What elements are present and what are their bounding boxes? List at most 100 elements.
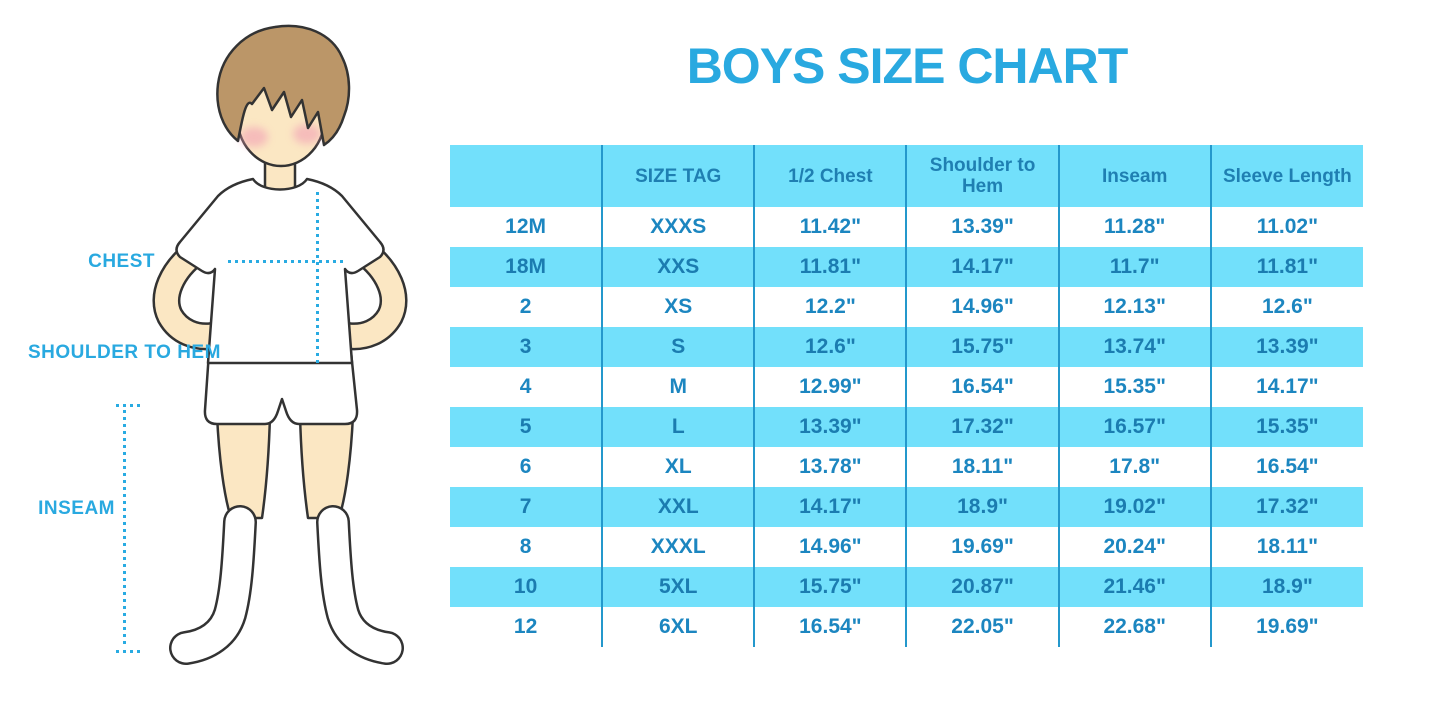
table-cell: 21.46" [1057,567,1211,607]
table-cell: 20.24" [1057,527,1211,567]
boy-figure-illustration [152,24,408,665]
table-cell: 12 [450,607,603,647]
t-shirt [175,177,385,365]
table-cell: 15.35" [1209,407,1363,447]
table-row: 8 XXXL 14.96" 19.69" 20.24" 18.11" [450,527,1363,567]
table-cell: 6 [450,447,603,487]
shorts [203,350,359,426]
table-cell: 13.39" [753,407,907,447]
left-thigh [215,413,272,520]
table-cell: 16.54" [753,607,907,647]
table-row: 2 XS 12.2" 14.96" 12.13" 12.6" [450,287,1363,327]
column-header-size [450,145,603,207]
table-cell: XXXS [601,207,755,247]
size-table-container: SIZE TAG 1/2 Chest Shoulder to Hem Insea… [450,145,1363,647]
table-cell: 12.2" [753,287,907,327]
table-cell: 19.69" [905,527,1059,567]
table-cell: 16.57" [1057,407,1211,447]
table-cell: XXXL [601,527,755,567]
table-cell: 6XL [601,607,755,647]
table-cell: 17.32" [905,407,1059,447]
table-cell: 16.54" [905,367,1059,407]
table-cell: 13.39" [905,207,1059,247]
table-row: 18M XXS 11.81" 14.17" 11.7" 11.81" [450,247,1363,287]
table-cell: 4 [450,367,603,407]
table-cell: 12M [450,207,603,247]
table-cell: XXS [601,247,755,287]
socks [169,505,404,665]
table-cell: 11.28" [1057,207,1211,247]
header-row: SIZE TAG 1/2 Chest Shoulder to Hem Insea… [450,145,1363,207]
column-header-half-chest: 1/2 Chest [753,145,907,207]
table-cell: 11.81" [1209,247,1363,287]
table-cell: 14.17" [905,247,1059,287]
table-cell: 22.68" [1057,607,1211,647]
page-title: BOYS SIZE CHART [686,38,1129,94]
column-header-size-tag: SIZE TAG [601,145,755,207]
table-row: 7 XXL 14.17" 18.9" 19.02" 17.32" [450,487,1363,527]
table-row: 6 XL 13.78" 18.11" 17.8" 16.54" [450,447,1363,487]
table-cell: M [601,367,755,407]
table-cell: 11.81" [753,247,907,287]
table-cell: 7 [450,487,603,527]
hair [216,24,351,147]
table-cell: 11.02" [1209,207,1363,247]
table-cell: 18.9" [905,487,1059,527]
table-cell: 15.75" [905,327,1059,367]
inseam-label: INSEAM [38,498,115,519]
size-table: SIZE TAG 1/2 Chest Shoulder to Hem Insea… [450,145,1363,647]
table-cell: 12.99" [753,367,907,407]
chest-label: CHEST [88,251,155,272]
inseam-measure-cap-top [116,404,140,407]
table-cell: 19.69" [1209,607,1363,647]
table-cell: 11.42" [753,207,907,247]
arms [152,238,408,351]
table-cell: 14.17" [1209,367,1363,407]
table-cell: 14.96" [905,287,1059,327]
column-header-inseam: Inseam [1057,145,1211,207]
table-cell: 13.39" [1209,327,1363,367]
table-cell: 14.17" [753,487,907,527]
table-cell: 18.11" [1209,527,1363,567]
table-cell: 2 [450,287,603,327]
table-cell: 18.11" [905,447,1059,487]
table-cell: 18M [450,247,603,287]
table-cell: 11.7" [1057,247,1211,287]
cheeks [240,124,321,147]
table-cell: 19.02" [1057,487,1211,527]
table-cell: XXL [601,487,755,527]
table-cell: 14.96" [753,527,907,567]
inseam-measure-line [123,410,126,648]
table-cell: XL [601,447,755,487]
table-cell: 20.87" [905,567,1059,607]
table-cell: 16.54" [1209,447,1363,487]
table-cell: XS [601,287,755,327]
table-cell: L [601,407,755,447]
table-cell: 5 [450,407,603,447]
shoulder-to-hem-label: SHOULDER TO HEM [28,342,221,363]
table-cell: 22.05" [905,607,1059,647]
chest-measure-line [228,260,344,263]
table-cell: S [601,327,755,367]
table-cell: 10 [450,567,603,607]
table-cell: 3 [450,327,603,367]
table-cell: 15.35" [1057,367,1211,407]
table-cell: 13.74" [1057,327,1211,367]
table-cell: 5XL [601,567,755,607]
table-cell: 17.32" [1209,487,1363,527]
table-row: 12M XXXS 11.42" 13.39" 11.28" 11.02" [450,207,1363,247]
table-cell: 12.6" [1209,287,1363,327]
column-header-sleeve-length: Sleeve Length [1209,145,1363,207]
inseam-measure-cap-bottom [116,650,140,653]
table-cell: 8 [450,527,603,567]
table-cell: 13.78" [753,447,907,487]
right-thigh [298,413,355,520]
table-cell: 15.75" [753,567,907,607]
table-row: 3 S 12.6" 15.75" 13.74" 13.39" [450,327,1363,367]
table-cell: 12.6" [753,327,907,367]
table-row: 5 L 13.39" 17.32" 16.57" 15.35" [450,407,1363,447]
table-row: 10 5XL 15.75" 20.87" 21.46" 18.9" [450,567,1363,607]
shoulder-to-hem-measure-line [316,192,319,366]
column-header-shoulder-to-hem: Shoulder to Hem [905,145,1059,207]
